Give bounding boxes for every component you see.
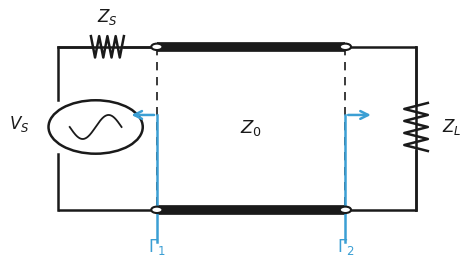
Circle shape [48, 100, 143, 154]
Circle shape [340, 207, 351, 213]
Text: $\mathit{\Gamma}_2$: $\mathit{\Gamma}_2$ [337, 237, 354, 257]
Text: $V_S$: $V_S$ [9, 114, 30, 134]
Text: $Z_S$: $Z_S$ [97, 7, 118, 28]
Circle shape [151, 207, 163, 213]
Text: $Z_0$: $Z_0$ [240, 118, 262, 138]
Text: $\mathit{\Gamma}_1$: $\mathit{\Gamma}_1$ [148, 237, 166, 257]
Circle shape [340, 44, 351, 50]
Circle shape [151, 44, 163, 50]
Text: $Z_L$: $Z_L$ [442, 117, 462, 137]
